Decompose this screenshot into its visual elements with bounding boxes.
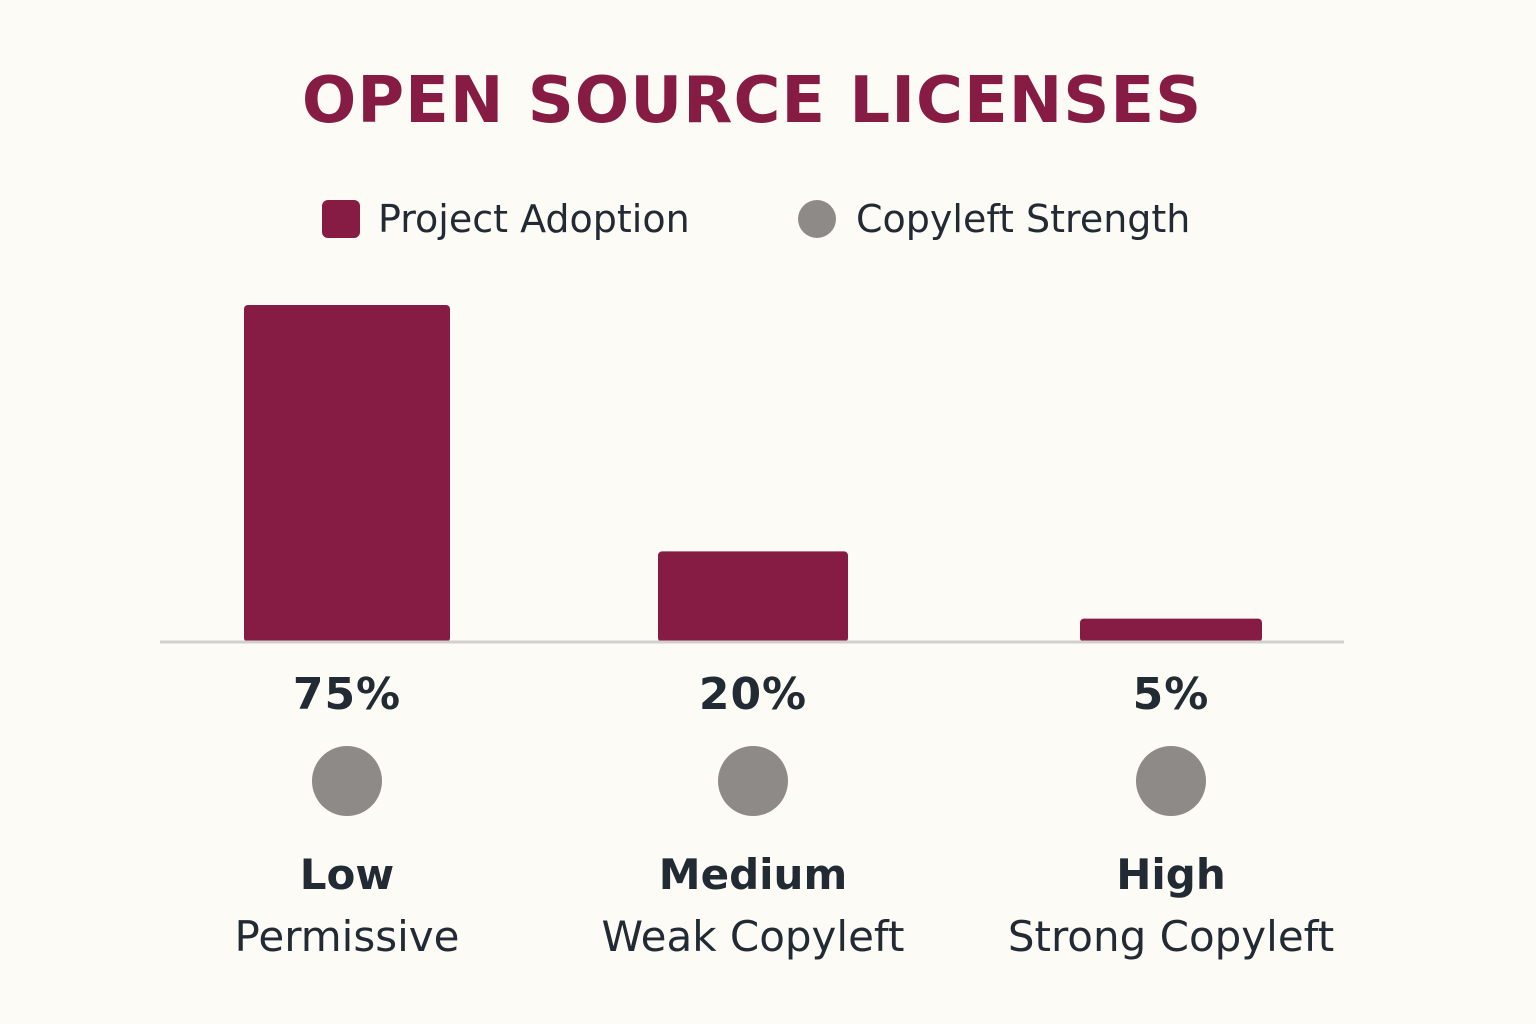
value-label-permissive: 75%: [292, 669, 402, 720]
category-strong-copyleft: 5% High Strong Copyleft: [971, 664, 1371, 968]
legend-item-project-adoption: Project Adoption: [322, 194, 690, 244]
category-label-weak-copyleft: Weak Copyleft: [601, 912, 905, 961]
strength-label-low: Low: [299, 850, 395, 899]
legend-circle-icon: [798, 200, 836, 238]
category-weak-copyleft: 20% Medium Weak Copyleft: [553, 664, 953, 968]
value-label-weak-copyleft: 20%: [698, 669, 808, 720]
copyleft-strength-dot-icon: [1136, 746, 1206, 816]
strength-label-medium: Medium: [658, 850, 848, 899]
legend-item-copyleft-strength: Copyleft Strength: [798, 194, 1190, 244]
bar-weak-copyleft: [658, 551, 848, 642]
legend-label-project-adoption: Project Adoption: [378, 197, 690, 241]
category-permissive: 75% Low Permissive: [147, 664, 547, 968]
bar-permissive: [244, 305, 450, 642]
copyleft-strength-dot-icon: [718, 746, 788, 816]
strength-label-high: High: [1116, 850, 1226, 899]
copyleft-strength-dot-icon: [312, 746, 382, 816]
legend-square-icon: [322, 200, 360, 238]
chart-title: OPEN SOURCE LICENSES: [301, 64, 1203, 138]
legend-label-copyleft-strength: Copyleft Strength: [856, 197, 1191, 241]
bar-strong-copyleft: [1080, 618, 1262, 642]
category-label-strong-copyleft: Strong Copyleft: [1007, 912, 1335, 961]
category-label-permissive: Permissive: [234, 912, 460, 961]
value-label-strong-copyleft: 5%: [1132, 669, 1210, 720]
